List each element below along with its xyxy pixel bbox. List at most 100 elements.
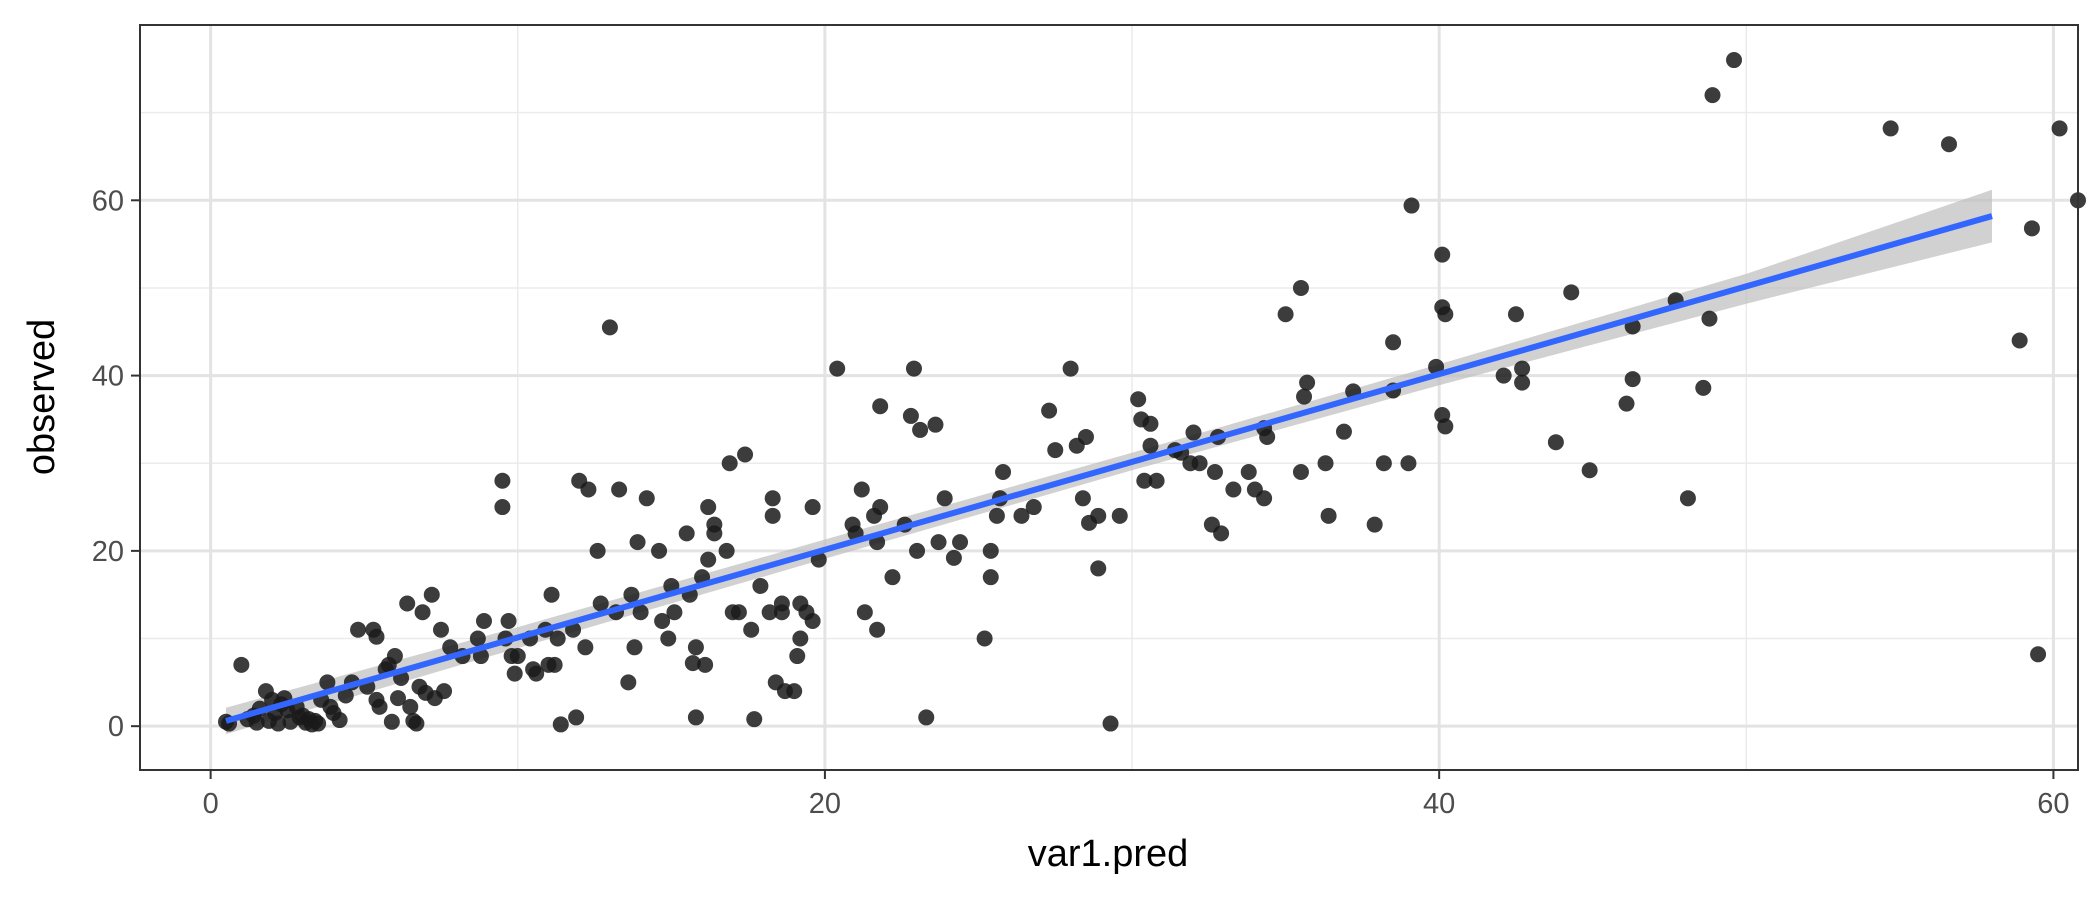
- x-axis-tick-labels: 0 20 40 60: [203, 788, 2070, 820]
- data-point: [638, 490, 655, 507]
- data-point: [1726, 52, 1743, 69]
- data-point: [936, 490, 953, 507]
- data-point: [1547, 434, 1564, 451]
- y-tick-label: 60: [92, 185, 124, 217]
- data-point: [601, 319, 618, 336]
- data-point: [1581, 462, 1598, 479]
- data-point: [1514, 374, 1531, 391]
- data-point: [408, 715, 425, 732]
- data-point: [494, 472, 511, 489]
- x-axis-ticks: [209, 770, 2055, 779]
- data-point: [1191, 455, 1208, 472]
- data-point: [1259, 428, 1276, 445]
- data-point: [764, 490, 781, 507]
- data-point: [743, 621, 760, 638]
- data-point: [549, 630, 566, 647]
- data-point: [552, 716, 569, 733]
- data-point: [386, 648, 403, 665]
- data-point: [1695, 379, 1712, 396]
- data-point: [804, 499, 821, 516]
- data-point: [509, 648, 526, 665]
- data-point: [1041, 402, 1058, 419]
- data-point: [666, 604, 683, 621]
- data-point: [1090, 507, 1107, 524]
- data-point: [869, 621, 886, 638]
- data-point: [2051, 120, 2068, 137]
- data-point: [399, 595, 416, 612]
- data-point: [1335, 423, 1352, 440]
- data-point: [248, 714, 265, 731]
- data-point: [773, 595, 790, 612]
- data-point: [764, 507, 781, 524]
- data-point: [2030, 646, 2047, 663]
- data-point: [629, 534, 646, 551]
- data-point: [789, 648, 806, 665]
- data-point: [884, 569, 901, 586]
- data-point: [469, 630, 486, 647]
- data-point: [1277, 306, 1294, 323]
- data-point: [432, 621, 449, 638]
- data-point: [684, 655, 701, 672]
- data-point: [1679, 490, 1696, 507]
- data-point: [1437, 418, 1454, 435]
- data-point: [494, 499, 511, 516]
- y-tick-label: 0: [108, 711, 124, 743]
- data-point: [1299, 374, 1316, 391]
- data-point: [371, 698, 388, 715]
- data-point: [1618, 395, 1635, 412]
- data-point: [546, 656, 563, 673]
- data-point: [1090, 560, 1107, 577]
- data-point: [761, 604, 778, 621]
- data-point: [721, 455, 738, 472]
- data-point: [1185, 424, 1202, 441]
- data-point: [995, 464, 1012, 480]
- data-point: [1437, 306, 1454, 323]
- data-point: [872, 499, 889, 516]
- panel-border: [139, 24, 2079, 771]
- data-point: [350, 621, 367, 638]
- data-point: [475, 613, 492, 629]
- data-point: [1148, 472, 1165, 489]
- data-point: [678, 525, 695, 542]
- data-point: [577, 639, 594, 656]
- data-point: [1240, 464, 1257, 480]
- data-point: [580, 481, 597, 498]
- data-point: [543, 586, 560, 603]
- data-point: [528, 665, 545, 682]
- data-point: [1704, 87, 1721, 104]
- data-point: [1701, 310, 1718, 327]
- data-point: [909, 542, 926, 559]
- data-point: [687, 709, 704, 726]
- data-point: [626, 639, 643, 656]
- data-point: [1074, 490, 1091, 507]
- data-point: [506, 665, 523, 682]
- data-point: [414, 604, 431, 621]
- data-point: [952, 534, 969, 551]
- data-point: [687, 639, 704, 656]
- data-point: [1206, 464, 1223, 480]
- data-point: [982, 542, 999, 559]
- data-point: [568, 709, 585, 726]
- data-point: [1296, 388, 1313, 405]
- data-point: [1514, 360, 1531, 377]
- data-point: [1225, 481, 1242, 498]
- data-point: [804, 613, 821, 629]
- data-point: [436, 683, 453, 700]
- regression-line: [225, 213, 1993, 724]
- data-point: [1385, 334, 1402, 351]
- data-point: [423, 586, 440, 603]
- confidence-band: [225, 189, 1993, 735]
- data-point: [1256, 490, 1273, 507]
- data-point: [1624, 371, 1641, 388]
- data-point: [1142, 437, 1159, 454]
- data-point: [856, 604, 873, 621]
- y-tick-label: 20: [92, 536, 124, 568]
- grid-major-lines: [140, 25, 2078, 770]
- data-point: [730, 604, 747, 621]
- y-axis-ticks: [131, 199, 140, 728]
- data-point: [927, 416, 944, 433]
- data-point: [700, 499, 717, 516]
- x-tick-label: 60: [2037, 788, 2069, 820]
- data-point: [1563, 284, 1580, 301]
- data-point: [331, 712, 348, 729]
